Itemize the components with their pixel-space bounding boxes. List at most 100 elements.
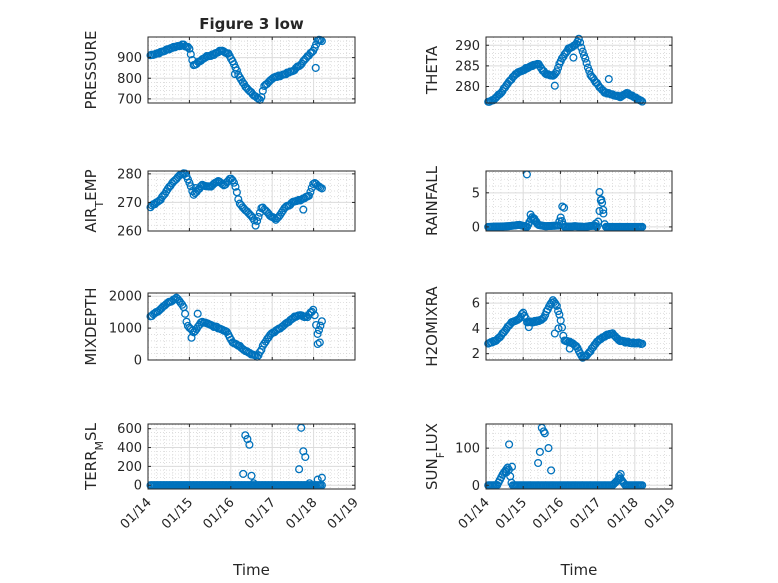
data-point <box>249 479 258 488</box>
data-point <box>597 195 606 204</box>
data-point <box>547 466 556 475</box>
data-point <box>317 317 326 326</box>
data-point <box>299 205 308 214</box>
data-point <box>315 338 324 347</box>
data-point <box>313 475 322 484</box>
data-point <box>503 322 512 331</box>
subplot-rainfall: 0 5 RAINFALL <box>423 165 673 236</box>
x-tick-label: 01/15 <box>159 495 196 532</box>
data-point <box>555 310 564 319</box>
y-tick-label: 400 <box>117 441 142 456</box>
y-tick-label: 5 <box>472 186 480 201</box>
x-tick-label: 01/16 <box>530 495 567 532</box>
y-tick-label: 290 <box>455 39 480 54</box>
y-tick-label: 700 <box>117 92 142 107</box>
y-tick-label: 280 <box>455 80 480 95</box>
data-point <box>187 333 196 342</box>
data-point <box>550 329 559 338</box>
data-point <box>170 295 180 304</box>
data-point <box>537 315 546 324</box>
data-point <box>505 440 514 449</box>
data-point <box>615 471 624 481</box>
data-point <box>183 42 192 51</box>
data-point <box>535 447 544 456</box>
y-tick-label: 900 <box>117 51 142 66</box>
data-point <box>247 471 256 480</box>
data-point <box>544 444 553 453</box>
y-axis-label: THETA <box>423 45 441 95</box>
data-point <box>313 339 322 349</box>
data-point <box>181 309 190 318</box>
y-axis-label: TERRMSL <box>82 422 106 491</box>
x-tick-label: 01/15 <box>493 495 530 532</box>
axes-box <box>485 36 673 104</box>
y-tick-label: 2000 <box>109 290 142 305</box>
subplot-air-temp: 260 270 280 AIRTEMP <box>82 167 356 240</box>
data-point <box>534 458 543 468</box>
x-tick-label: 01/18 <box>283 495 320 532</box>
data-point <box>596 84 605 93</box>
data-point <box>595 188 604 197</box>
data-point <box>306 187 315 197</box>
data-point <box>502 468 511 477</box>
subplot-sun-flux: 0 100 SUNFLUX 01/14 01/15 01/16 01/17 01/18 01/1… <box>423 423 679 579</box>
data-point <box>569 53 578 62</box>
data-point <box>229 178 239 187</box>
data-point <box>314 326 324 335</box>
data-point <box>565 344 574 353</box>
data-point <box>317 473 326 482</box>
data-point <box>295 465 304 474</box>
data-point <box>522 170 531 179</box>
data-point <box>254 212 263 221</box>
y-tick-label: 285 <box>455 59 480 74</box>
axes-box <box>485 292 673 361</box>
y-tick-label: 600 <box>117 422 142 437</box>
data-point <box>310 311 319 320</box>
y-tick-label: 0 <box>472 479 480 494</box>
data-point <box>231 182 240 191</box>
x-tick-label: 01/16 <box>201 495 238 532</box>
data-point <box>604 75 613 84</box>
data-point <box>554 324 563 333</box>
x-tick-label: 01/18 <box>605 495 642 532</box>
data-point <box>540 429 549 438</box>
subplot-mixdepth: 0 1000 2000 MIXDEPTH <box>82 287 356 369</box>
data-point <box>258 86 267 95</box>
x-tick-label: 01/14 <box>118 495 155 532</box>
data-point <box>297 423 306 432</box>
y-tick-label: 280 <box>117 167 142 182</box>
data-point <box>305 479 314 488</box>
x-tick-label: 01/17 <box>567 495 604 532</box>
y-axis-label: PRESSURE <box>82 31 100 110</box>
data-point <box>218 180 227 189</box>
data-point <box>186 182 195 191</box>
data-point <box>599 209 608 218</box>
data-point <box>578 47 587 56</box>
data-point <box>186 50 195 59</box>
data-point <box>638 222 647 231</box>
y-axis-label: RAINFALL <box>423 165 441 236</box>
data-point <box>193 309 202 318</box>
axes-box <box>147 292 356 361</box>
data-point <box>507 462 517 471</box>
axes-box <box>485 423 673 490</box>
x-tick-label: 01/19 <box>642 495 679 532</box>
data-point <box>253 216 262 226</box>
data-point <box>576 38 585 47</box>
x-axis-label: Time <box>560 561 598 579</box>
data-point <box>532 217 541 226</box>
data-point <box>599 205 608 214</box>
data-point <box>317 37 326 46</box>
data-point <box>309 305 318 314</box>
y-tick-label: 270 <box>117 196 142 211</box>
data-point <box>185 44 194 53</box>
y-tick-label: 2 <box>472 347 480 362</box>
data-point <box>497 88 506 97</box>
subplot-h2omixra: 2 4 6 H2OMIXRA <box>423 286 673 367</box>
data-point <box>317 184 326 193</box>
data-point <box>554 307 563 316</box>
axes-box <box>147 36 356 104</box>
